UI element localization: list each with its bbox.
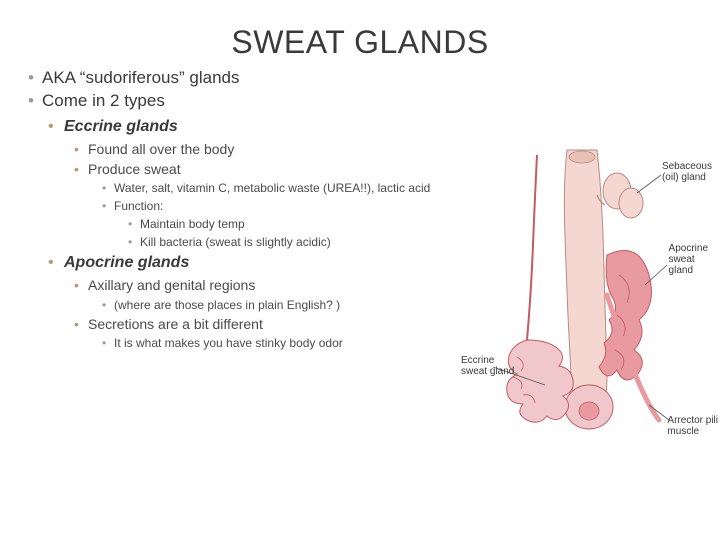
bullet-types: Come in 2 types Eccrine glands Found all… (28, 90, 692, 352)
title-band: SWEAT GLANDS (28, 18, 692, 65)
eccrine-label: Eccrine glands (64, 118, 178, 135)
apocrine-secretions: Secretions are a bit different It is wha… (74, 314, 692, 352)
follicle-papilla (579, 402, 599, 420)
apocrine-label: Apocrine glands (64, 254, 189, 271)
sweat-composition: Water, salt, vitamin C, metabolic waste … (102, 179, 692, 197)
bullet-types-text: Come in 2 types (42, 91, 165, 110)
slide-title: SWEAT GLANDS (28, 24, 692, 61)
eccrine-produce-text: Produce sweat (88, 161, 181, 177)
func-bacteria: Kill bacteria (sweat is slightly acidic) (128, 233, 692, 251)
bullet-eccrine: Eccrine glands Found all over the body P… (48, 115, 692, 252)
slide: SWEAT GLANDS AKA “sudoriferous” glands C… (0, 0, 720, 540)
func-temp: Maintain body temp (128, 215, 692, 233)
bullet-aka: AKA “sudoriferous” glands (28, 67, 692, 90)
sweat-function-text: Function: (114, 199, 163, 213)
bullet-list: AKA “sudoriferous” glands Come in 2 type… (28, 67, 692, 352)
apocrine-plain-english: (where are those places in plain English… (102, 296, 692, 314)
apocrine-regions: Axillary and genital regions (where are … (74, 275, 692, 313)
bullet-apocrine: Apocrine glands Axillary and genital reg… (48, 251, 692, 352)
apocrine-secretions-text: Secretions are a bit different (88, 316, 263, 332)
label-eccrine: Eccrinesweat gland (461, 355, 521, 377)
apocrine-odor: It is what makes you have stinky body od… (102, 334, 692, 352)
content-area: AKA “sudoriferous” glands Come in 2 type… (28, 67, 692, 352)
label-arrector: Arrector pilimuscle (667, 415, 718, 437)
sweat-function: Function: Maintain body temp Kill bacter… (102, 197, 692, 251)
eccrine-found: Found all over the body (74, 139, 692, 159)
eccrine-produce: Produce sweat Water, salt, vitamin C, me… (74, 159, 692, 251)
apocrine-regions-text: Axillary and genital regions (88, 277, 255, 293)
